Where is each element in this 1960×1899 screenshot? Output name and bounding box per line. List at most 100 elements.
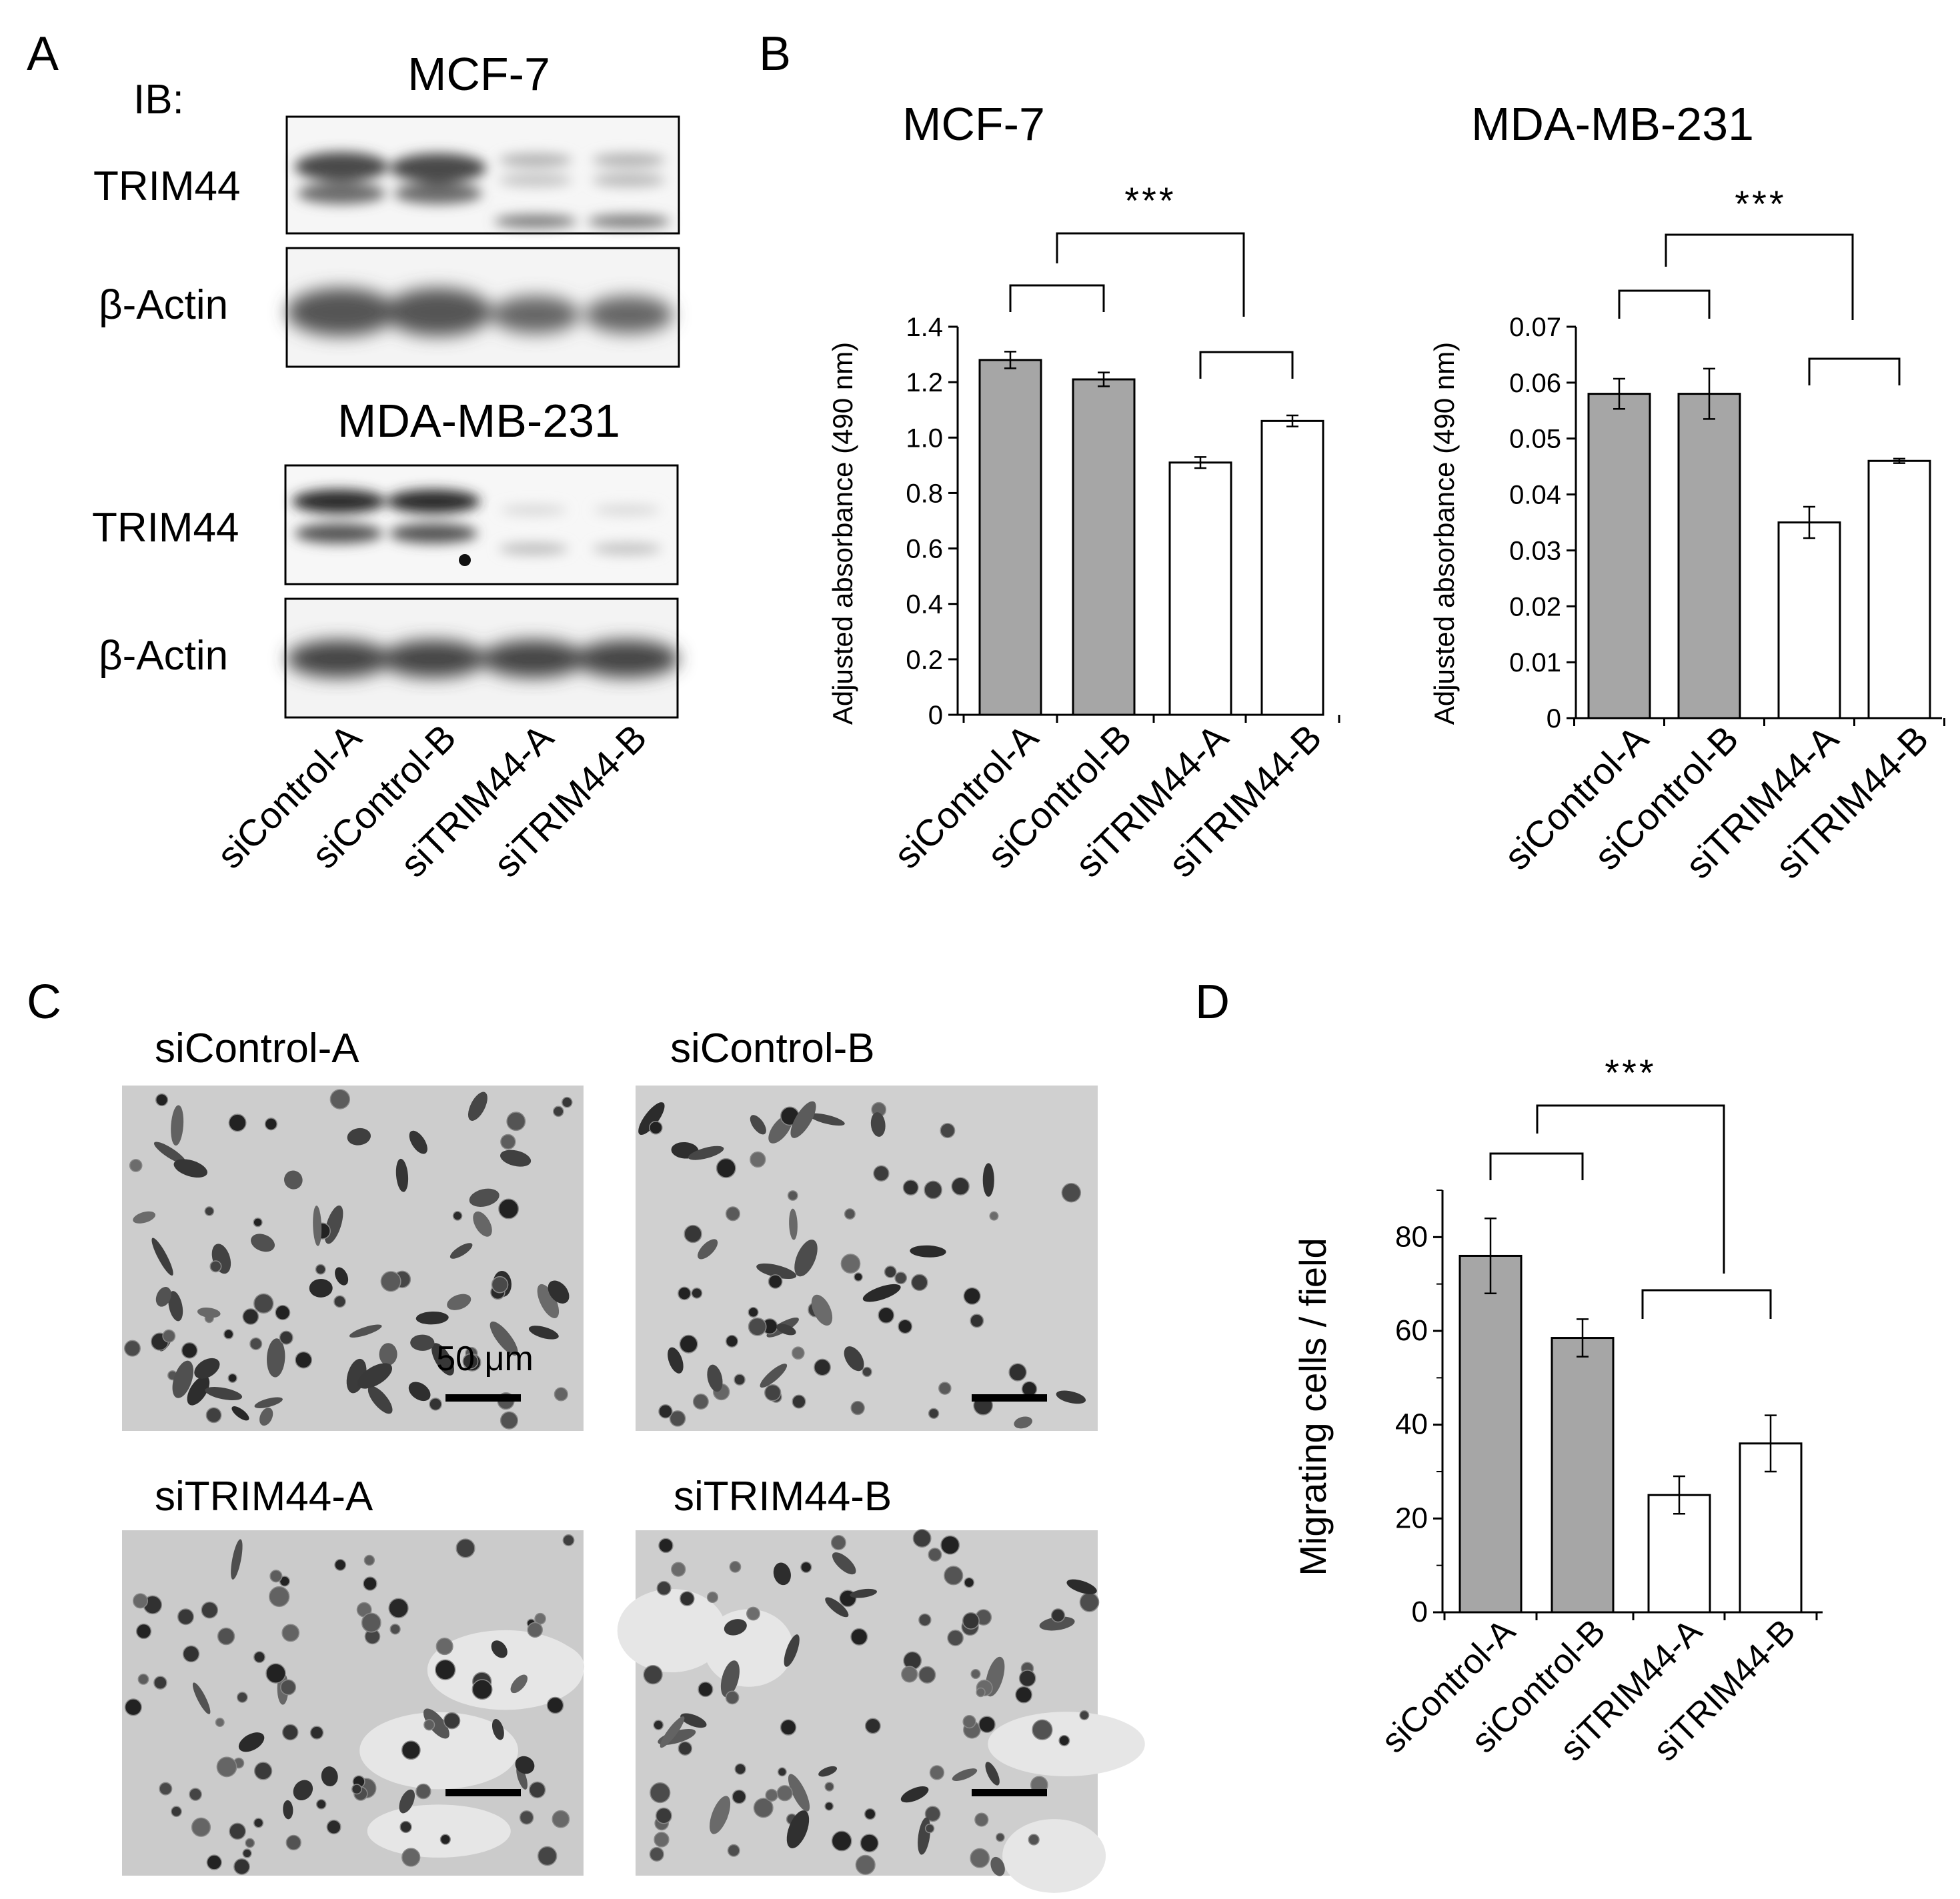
micrograph-texture — [423, 1708, 449, 1739]
micrograph-texture — [467, 1092, 487, 1121]
micrograph-texture — [351, 1784, 362, 1795]
micrograph-texture — [964, 1577, 975, 1588]
error-bar — [1098, 371, 1110, 387]
scale-bar — [972, 1394, 1047, 1402]
chart-b-mdamb231: MDA-MB-231 Adjusted absorbance (490 nm) … — [1428, 98, 1945, 887]
micrograph-texture — [388, 1598, 409, 1618]
y-tick-label: 60 — [1395, 1314, 1428, 1347]
micrograph-texture — [773, 1562, 791, 1586]
micrograph-texture — [227, 1373, 237, 1383]
micrograph-texture — [963, 1287, 981, 1305]
micrograph-texture — [725, 1334, 738, 1348]
micrograph-texture — [359, 1712, 518, 1790]
micrograph-texture — [794, 1240, 818, 1277]
micrograph-texture — [415, 1783, 431, 1800]
micrograph-sitrim44-b — [617, 1529, 1145, 1893]
micrograph-texture — [187, 1376, 210, 1406]
micrograph-texture — [990, 1856, 1005, 1876]
micrograph-texture — [249, 1337, 263, 1350]
micrograph-texture — [912, 1529, 932, 1548]
micrograph-texture — [789, 1208, 798, 1240]
bars — [1587, 393, 1931, 719]
micrograph-texture — [367, 1386, 393, 1414]
micrograph-texture — [254, 1397, 283, 1409]
micrograph-texture — [1039, 1616, 1075, 1631]
micrograph-texture — [233, 1858, 250, 1875]
micrograph-texture — [153, 1676, 167, 1690]
micrograph-texture — [313, 1206, 322, 1246]
micrograph-texture — [399, 1820, 412, 1834]
micrograph-texture — [962, 1612, 980, 1630]
micrograph-texture — [285, 1834, 301, 1851]
micrograph-texture — [137, 1674, 149, 1685]
micrograph-texture — [552, 1810, 570, 1828]
y-tick-label: 0 — [928, 701, 943, 730]
micrograph-texture — [349, 1324, 382, 1338]
micrograph-texture — [864, 1808, 876, 1820]
micrograph-texture — [918, 1613, 932, 1627]
micrograph-texture — [850, 1588, 878, 1598]
micrograph-texture — [800, 1561, 812, 1573]
micrograph-texture — [123, 1340, 141, 1357]
micrograph-texture — [510, 1674, 528, 1694]
micrograph-texture — [792, 1394, 806, 1409]
significance-label: *** — [1124, 179, 1176, 221]
micrograph-texture — [970, 1314, 984, 1328]
micrograph-texture — [924, 1824, 935, 1834]
micrograph-texture — [455, 1538, 475, 1558]
micrograph-title: siTRIM44-B — [674, 1474, 892, 1520]
micrograph-texture — [928, 1548, 942, 1562]
micrograph-texture — [650, 1782, 671, 1804]
micrograph-texture — [439, 1834, 451, 1845]
micrograph-title: siControl-B — [670, 1026, 875, 1072]
y-tick-label: 0.03 — [1509, 536, 1561, 565]
bracket — [1489, 1152, 1584, 1180]
bar — [1677, 393, 1741, 719]
micrograph-texture — [253, 1218, 263, 1228]
micrograph-texture — [1079, 1592, 1100, 1612]
micrograph-texture — [753, 1798, 774, 1818]
micrograph-texture — [489, 1321, 518, 1356]
significance-label: *** — [1605, 1052, 1656, 1094]
micrograph-texture — [159, 1782, 173, 1796]
micrograph-texture — [548, 1280, 570, 1304]
micrograph-texture — [750, 1115, 766, 1135]
micrograph-texture — [814, 1358, 831, 1376]
micrograph-texture — [952, 1768, 978, 1781]
micrograph-texture — [707, 1364, 723, 1392]
y-tick-label: 0.4 — [906, 590, 943, 619]
micrograph-texture — [940, 1535, 960, 1555]
micrograph-texture — [1079, 1710, 1090, 1720]
x-category-labels: siControl-AsiControl-BsiTRIM44-AsiTRIM44… — [1496, 717, 1936, 886]
micrograph-texture — [748, 1317, 767, 1336]
micrograph-texture — [173, 1159, 207, 1178]
micrograph-texture — [133, 1593, 149, 1609]
micrograph-texture — [334, 1558, 347, 1571]
micrograph-texture — [777, 1767, 787, 1777]
micrograph-texture — [911, 1274, 928, 1292]
micrograph-texture — [389, 1624, 401, 1635]
micrograph-texture — [854, 1272, 863, 1282]
y-tick-label: 0 — [1547, 704, 1561, 733]
chart-ylabel: Adjusted absorbance (490 nm) — [827, 342, 858, 725]
micrograph-texture — [269, 1570, 283, 1583]
micrograph-texture — [529, 1781, 546, 1798]
micrograph-texture — [862, 1284, 901, 1302]
micrograph-texture — [279, 1330, 293, 1345]
micrograph-title: siTRIM44-A — [155, 1474, 373, 1520]
micrograph-texture — [253, 1651, 265, 1664]
micrograph-texture — [281, 1724, 299, 1741]
error-bars — [1004, 351, 1298, 469]
micrograph-texture — [1002, 1819, 1106, 1893]
micrograph-texture — [1014, 1416, 1032, 1429]
micrograph-texture — [206, 1854, 222, 1870]
micrograph-texture — [527, 1622, 544, 1638]
micrograph-texture — [970, 1848, 990, 1868]
micrograph-texture — [537, 1846, 558, 1866]
micrograph-texture — [901, 1666, 918, 1683]
micrograph-texture — [1018, 1670, 1036, 1687]
micrograph-texture — [776, 1324, 796, 1336]
micrograph-texture — [335, 1267, 349, 1286]
micrograph-texture — [878, 1307, 895, 1324]
micrograph-texture — [155, 1093, 169, 1107]
